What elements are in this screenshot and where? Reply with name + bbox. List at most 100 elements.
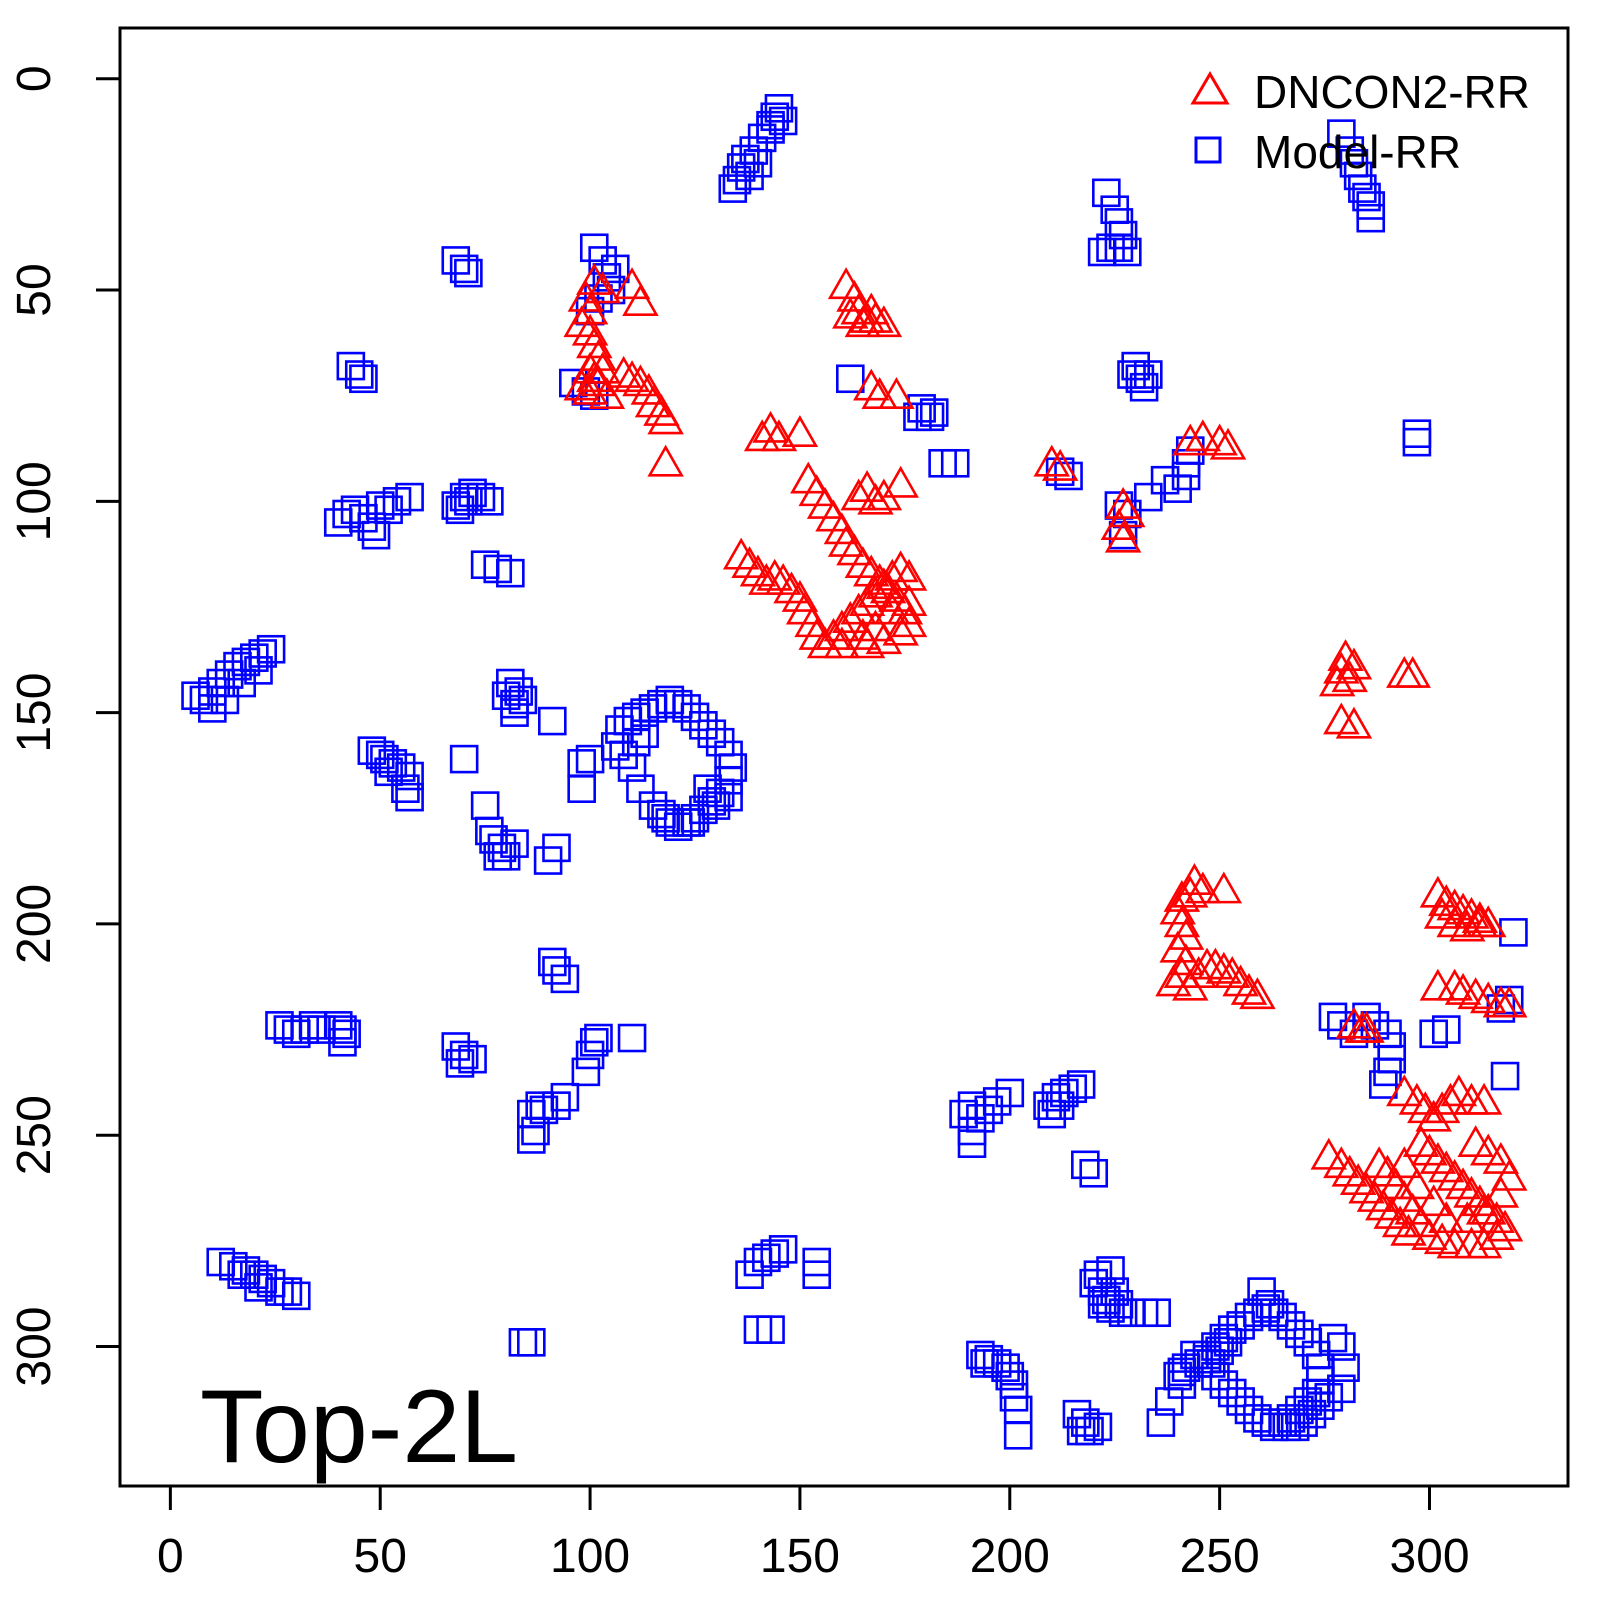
model-rr-point [1083,1412,1113,1442]
dncon2-rr-point [1436,1226,1473,1259]
model-rr-point [1289,1408,1318,1437]
dncon2-rr-point [790,461,827,494]
dncon2-rr-point [588,377,626,409]
model-rr-point [248,639,278,668]
model-rr-point [365,740,395,770]
dncon2-rr-point [1449,1201,1486,1234]
dncon2-rr-point [827,267,865,300]
dncon2-rr-point [1428,884,1465,917]
model-rr-point [1226,1387,1255,1416]
model-rr-point [374,757,403,787]
dncon2-rr-point [890,584,928,617]
dncon2-rr-point [865,567,903,600]
model-rr-point [470,791,500,820]
dncon2-rr-point [1491,1158,1528,1191]
model-rr-point [538,706,567,736]
dncon2-rr-point [1482,1141,1520,1174]
model-rr-point [689,711,718,740]
model-rr-point [571,1057,601,1087]
model-rr-point [1133,360,1163,389]
dncon2-rr-point [781,579,819,612]
y-tick-label: 150 [8,673,61,753]
model-rr-point [1154,1387,1184,1416]
dncon2-rr-point [1402,1125,1440,1157]
model-rr-point [672,694,701,723]
model-rr-point [756,110,785,140]
model-rr-point [1100,1277,1130,1306]
model-rr-point [454,487,483,516]
model-rr-point [1314,1382,1344,1412]
dncon2-rr-point [1205,871,1243,904]
dncon2-rr-point [1381,1205,1419,1238]
model-rr-point [328,1027,357,1057]
dncon2-rr-point [1428,1201,1465,1234]
dncon2-rr-point [1423,1222,1461,1255]
dncon2-rr-point [1453,1175,1490,1208]
dncon2-rr-point [1415,1184,1452,1217]
model-rr-point [445,1049,475,1078]
dncon2-rr-point [1323,651,1360,684]
model-rr-point [1071,1150,1100,1180]
model-rr-point [768,1235,798,1264]
model-rr-point [449,744,479,774]
model-rr-point [1066,1070,1096,1099]
dncon2-rr-point [722,537,760,570]
dncon2-rr-point [1390,1213,1427,1246]
dncon2-rr-point [739,554,777,587]
model-rr-point [991,1353,1020,1382]
dncon2-rr-point [1423,1091,1461,1124]
model-rr-point [1276,1311,1306,1340]
model-rr-point [835,364,865,394]
x-tick-label: 100 [550,1530,630,1583]
dncon2-rr-point [865,622,903,655]
model-rr-point [542,1091,571,1120]
dncon2-rr-point [1222,964,1259,997]
dncon2-rr-point [1449,909,1486,942]
dncon2-rr-point [1428,1150,1465,1183]
dncon2-rr-point [1398,1082,1436,1115]
dncon2-rr-point [752,410,789,443]
model-rr-point [567,774,596,803]
dncon2-rr-point [794,605,831,638]
dncon2-rr-point [882,550,919,583]
model-rr-point [1285,1319,1314,1349]
model-rr-point [1133,482,1163,512]
model-rr-point [496,558,525,588]
model-rr-point [357,512,387,541]
dncon2-rr-point [567,279,605,312]
dncon2-rr-point [1386,1146,1423,1179]
y-tick-label: 250 [8,1095,61,1175]
dncon2-rr-point [1356,1180,1394,1212]
dncon2-rr-point [840,478,877,511]
model-rr-point [475,816,504,846]
model-rr-point [1066,1416,1096,1446]
legend-label-model: Model-RR [1254,126,1461,178]
model-rr-point [974,1344,1004,1374]
dncon2-rr-point [1432,1082,1469,1115]
dncon2-rr-point [1436,1158,1473,1191]
dncon2-rr-point [1209,427,1247,460]
model-rr-point [802,1260,832,1289]
model-rr-point [735,161,764,191]
dncon2-rr-point [865,478,903,511]
model-rr-point [1213,1328,1243,1357]
model-rr-point [621,727,651,757]
model-rr-point [584,1023,613,1053]
model-rr-point [1146,1408,1176,1437]
dncon2-rr-point [563,368,600,401]
y-tick-label: 50 [8,263,61,316]
model-rr-point [349,364,378,394]
x-tick-label: 250 [1180,1530,1260,1583]
dncon2-rr-point [882,465,919,498]
dncon2-rr-point [1398,1167,1436,1200]
model-rr-point [903,402,932,432]
model-rr-point [281,1281,311,1311]
model-rr-point [756,1315,785,1344]
model-rr-point [1045,1091,1075,1120]
dncon2-rr-point [848,584,886,617]
dncon2-rr-point [1415,1099,1452,1132]
dncon2-rr-point [874,592,911,625]
dncon2-rr-point [878,377,915,409]
model-rr-point [940,448,970,478]
dncon2-rr-point [1239,977,1276,1010]
